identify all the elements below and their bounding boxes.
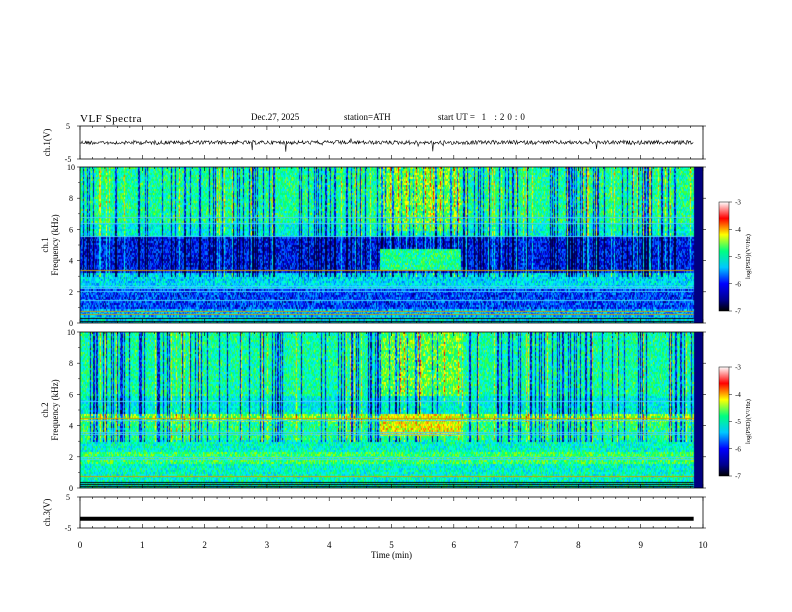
ch1-spectrogram-colorbar-tick-label: -3: [735, 199, 741, 207]
ch1-spectrogram-ylabel-channel: ch.1: [40, 237, 50, 252]
station-label: station=ATH: [344, 112, 391, 122]
ch2-spectrogram-colorbar-tick-label: -5: [735, 418, 741, 426]
ch1-spectrogram-colorbar-tick-label: -6: [735, 280, 741, 288]
time-tick-label: 1: [140, 540, 145, 550]
ch1-waveform-ytick-label: -5: [65, 155, 72, 164]
ch2-spectrogram-ytick-label: 6: [69, 390, 73, 399]
ch1-spectrogram-colorbar-tick-label: -4: [735, 226, 741, 234]
ch1-spectrogram-colorbar-gradient: [718, 201, 730, 312]
time-tick-label: 0: [78, 540, 83, 550]
ch1-spectrogram-colorbar-label: log(PSD)(V²/Hz): [745, 234, 752, 279]
start-ut-value: 1 :20:0: [481, 112, 528, 122]
ch1-spectrogram-ytick-label: 0: [69, 319, 73, 328]
ch3-waveform-panel: 5 -5 ch.3(V): [42, 493, 706, 533]
ch1-spectrogram-ytick-label: 4: [69, 257, 73, 266]
ch3-waveform-ylabel: ch.3(V): [42, 499, 52, 527]
time-tick-label: 5: [389, 540, 394, 550]
ch1-waveform-ytick-label: 5: [66, 122, 70, 131]
ch2-spectrogram-ytick-label: 0: [69, 484, 73, 493]
ch1-spectrogram-ytick-label: 10: [67, 163, 75, 172]
ch1-spectrogram-colorbar-tick-label: -7: [735, 308, 741, 316]
time-tick-label: 7: [514, 540, 519, 550]
time-tick-label: 4: [327, 540, 332, 550]
ch1-spectrogram-canvas: [80, 167, 703, 323]
start-time-label: start UT = 1 :20:0: [438, 112, 528, 122]
ch1-spectrogram-colorbar-tick-label: -5: [735, 253, 741, 261]
ch1-colorbar: -3 -4 -5 -6 -7 log(PSD)(V²/Hz): [718, 199, 752, 316]
ch2-spectrogram-ytick-label: 2: [69, 453, 73, 462]
ch2-spectrogram-ytick-label: 8: [69, 359, 73, 368]
ch2-spectrogram-colorbar-tick-label: -6: [735, 445, 741, 453]
time-tick-label: 3: [265, 540, 270, 550]
ch1-spectrogram-ytick-label: 6: [69, 225, 73, 234]
ch2-spectrogram-colorbar-tick-label: -3: [735, 364, 741, 372]
ch2-spectrogram-canvas: [80, 332, 703, 488]
time-axis: 0 1 2 3 4 5 6 7 8 9 10 Time (min): [78, 540, 708, 560]
ch2-spectrogram-colorbar-tick-label: -7: [735, 473, 741, 481]
ch1-spectrogram-image: [80, 167, 703, 323]
ch1-spectrogram-panel: 0 2 4 6 8 10 ch.1 Frequency (kHz): [40, 163, 706, 328]
ch1-spectrogram-ylabel-axis: Frequency (kHz): [50, 214, 60, 275]
ch3-waveform-frame: [79, 496, 704, 529]
start-ut-label: start UT =: [438, 112, 475, 122]
ch2-spectrogram-panel: 0 2 4 6 8 10 ch.2 Frequency (kHz): [40, 328, 706, 493]
date-label: Dec.27, 2025: [251, 112, 300, 122]
ch1-waveform-panel: 5 -5 ch.1(V): [42, 122, 706, 164]
ch1-waveform-ylabel: ch.1(V): [42, 129, 52, 157]
ch2-spectrogram-colorbar-tick-label: -4: [735, 391, 741, 399]
time-tick-label: 6: [452, 540, 457, 550]
ch1-waveform-trace: [79, 138, 694, 152]
ch1-spectrogram-ytick-label: 2: [69, 288, 73, 297]
time-tick-label: 10: [699, 540, 709, 550]
ch2-spectrogram-image: [80, 332, 703, 488]
time-tick-label: 2: [202, 540, 207, 550]
ch2-spectrogram-colorbar-gradient: [718, 366, 730, 477]
time-tick-label: 8: [576, 540, 581, 550]
ch2-spectrogram-ytick-label: 10: [67, 328, 75, 337]
time-tick-label: 9: [638, 540, 643, 550]
ch1-spectrogram-ytick-label: 8: [69, 194, 73, 203]
ch2-spectrogram-ytick-label: 4: [69, 422, 73, 431]
time-axis-label: Time (min): [371, 550, 412, 560]
ch2-spectrogram-ylabel-axis: Frequency (kHz): [50, 379, 60, 440]
ch2-spectrogram-ylabel-channel: ch.2: [40, 402, 50, 417]
ch2-colorbar: -3 -4 -5 -6 -7 log(PSD)(V²/Hz): [718, 364, 752, 481]
ch2-spectrogram-colorbar-label: log(PSD)(V²/Hz): [745, 399, 752, 444]
ch3-waveform-ytick-label: -5: [65, 524, 72, 533]
figure-title: VLF Spectra: [80, 113, 143, 125]
ch3-waveform-ytick-label: 5: [66, 493, 70, 502]
